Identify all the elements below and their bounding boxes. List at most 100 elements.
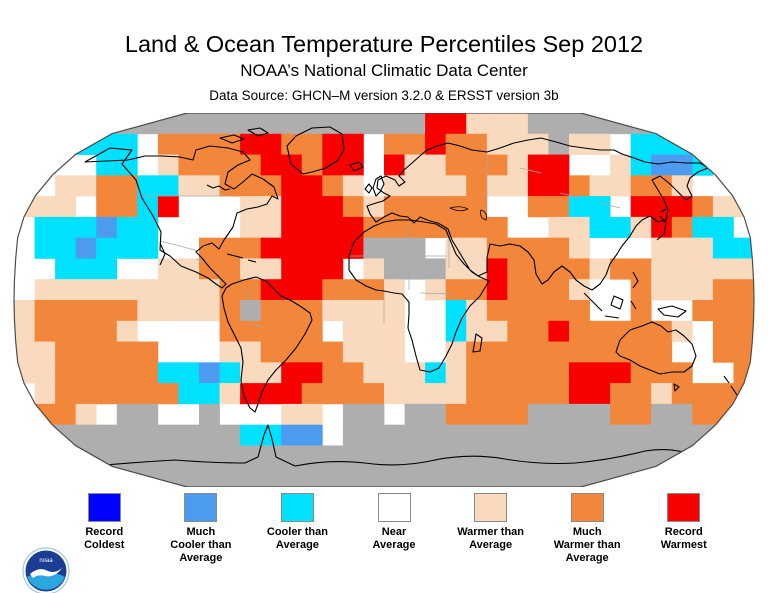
grid-cell bbox=[260, 300, 282, 322]
grid-cell bbox=[569, 383, 590, 405]
grid-cell bbox=[569, 403, 590, 426]
grid-cell bbox=[486, 133, 508, 155]
grid-cell bbox=[712, 341, 734, 363]
grid-cell bbox=[384, 196, 405, 218]
grid-cell bbox=[199, 403, 220, 426]
grid-cell bbox=[322, 216, 344, 239]
grid-cell bbox=[219, 258, 241, 280]
grid-cell bbox=[199, 237, 220, 259]
grid-cell bbox=[589, 341, 611, 363]
grid-cell bbox=[240, 216, 262, 239]
grid-cell bbox=[589, 258, 611, 280]
grid-cell bbox=[466, 466, 488, 487]
grid-cell bbox=[322, 154, 344, 176]
grid-cell bbox=[630, 196, 652, 218]
grid-cell bbox=[34, 383, 56, 405]
grid-cell bbox=[630, 279, 652, 301]
grid-cell bbox=[363, 237, 385, 259]
grid-cell bbox=[445, 113, 467, 135]
grid-cell bbox=[342, 300, 364, 322]
grid-cell bbox=[219, 362, 241, 384]
grid-cell bbox=[507, 320, 529, 342]
grid-cell bbox=[55, 216, 77, 239]
grid-cell bbox=[569, 175, 590, 197]
grid-cell bbox=[240, 341, 262, 363]
grid-cell bbox=[219, 300, 241, 322]
grid-cell bbox=[527, 300, 549, 322]
grid-cell bbox=[14, 445, 35, 467]
grid-cell bbox=[486, 258, 508, 280]
grid-cell bbox=[569, 466, 590, 487]
grid-cell bbox=[527, 258, 549, 280]
grid-cell bbox=[507, 362, 529, 384]
grid-cell bbox=[466, 383, 488, 405]
grid-cell bbox=[96, 216, 118, 239]
grid-cell bbox=[260, 154, 282, 176]
grid-cell bbox=[157, 383, 179, 405]
grid-cell bbox=[342, 113, 364, 135]
grid-cell bbox=[301, 424, 323, 446]
grid-cell bbox=[75, 320, 97, 342]
grid-cell bbox=[322, 237, 344, 259]
legend-item: Record Coldest bbox=[56, 493, 153, 565]
grid-cell bbox=[116, 279, 138, 301]
grid-cell bbox=[527, 133, 549, 155]
grid-cell bbox=[651, 154, 673, 176]
grid-cell bbox=[486, 320, 508, 342]
grid-cell bbox=[219, 113, 241, 135]
grid-cell bbox=[671, 258, 693, 280]
legend: Record Coldest Much Cooler than Average Co… bbox=[56, 493, 732, 565]
grid-cell bbox=[363, 362, 385, 384]
grid-cell bbox=[137, 383, 159, 405]
grid-cell bbox=[651, 216, 673, 239]
grid-cell bbox=[363, 383, 385, 405]
grid-cell bbox=[116, 320, 138, 342]
grid-cell bbox=[569, 362, 590, 384]
legend-swatch bbox=[474, 493, 508, 522]
grid-cell bbox=[240, 362, 262, 384]
grid-cell bbox=[75, 216, 97, 239]
grid-cell bbox=[260, 445, 282, 467]
grid-cell bbox=[712, 216, 734, 239]
grid-cell bbox=[548, 216, 570, 239]
grid-cell bbox=[240, 320, 262, 342]
grid-cell bbox=[96, 258, 118, 280]
grid-cell bbox=[342, 133, 364, 155]
legend-swatch bbox=[184, 493, 218, 522]
grid-cell bbox=[445, 133, 467, 155]
grid-cell bbox=[260, 320, 282, 342]
grid-cell bbox=[363, 341, 385, 363]
grid-cell bbox=[486, 237, 508, 259]
grid-cell bbox=[116, 196, 138, 218]
grid-cell bbox=[630, 403, 652, 426]
grid-cell bbox=[342, 362, 364, 384]
grid-cell bbox=[569, 279, 590, 301]
grid-cell bbox=[507, 403, 529, 426]
legend-swatch bbox=[570, 493, 604, 522]
grid-cell bbox=[425, 279, 447, 301]
grid-cell bbox=[157, 258, 179, 280]
grid-cell bbox=[651, 237, 673, 259]
grid-cell bbox=[363, 300, 385, 322]
grid-cell bbox=[260, 175, 282, 197]
grid-cell bbox=[630, 341, 652, 363]
grid-cell bbox=[630, 133, 652, 155]
grid-cell bbox=[589, 216, 611, 239]
grid-cell bbox=[610, 320, 632, 342]
legend-item: Cooler than Average bbox=[249, 493, 346, 565]
grid-cell bbox=[445, 424, 467, 446]
grid-cell bbox=[507, 424, 529, 446]
grid-cell bbox=[527, 113, 549, 135]
grid-cell bbox=[75, 403, 97, 426]
grid-cell bbox=[240, 133, 262, 155]
grid-cell bbox=[589, 445, 611, 467]
grid-cell bbox=[445, 216, 467, 239]
grid-cell bbox=[199, 154, 220, 176]
grid-cell bbox=[589, 133, 611, 155]
grid-cell bbox=[692, 445, 714, 467]
grid-cell bbox=[260, 133, 282, 155]
grid-cell bbox=[178, 154, 200, 176]
grid-cell bbox=[384, 341, 405, 363]
grid-cell bbox=[260, 237, 282, 259]
grid-cell bbox=[733, 258, 754, 280]
